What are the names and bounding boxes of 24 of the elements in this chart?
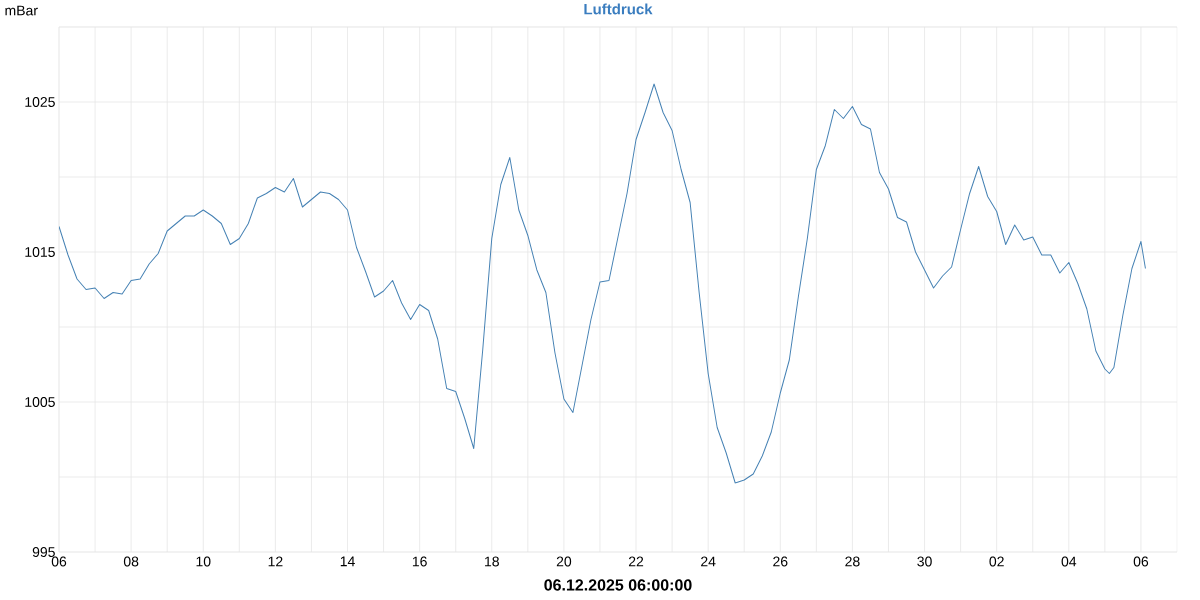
x-tick-label: 06 (1133, 556, 1149, 567)
x-tick-label: 06 (51, 556, 67, 567)
x-tick-label: 22 (628, 556, 644, 567)
x-tick-label: 24 (701, 556, 716, 567)
y-tick-label: 1025 (25, 97, 55, 107)
x-tick-label: 26 (773, 556, 788, 567)
x-tick-label: 12 (268, 556, 283, 567)
x-tick-label: 14 (340, 556, 355, 567)
x-tick-label: 18 (485, 556, 499, 567)
x-axis-title: 06.12.2025 06:00:00 (544, 579, 692, 591)
x-tick-label: 08 (123, 556, 139, 567)
x-tick-label: 04 (1061, 556, 1077, 567)
x-tick-label: 28 (845, 556, 860, 567)
x-tick-label: 20 (556, 556, 572, 567)
x-tick-label: 16 (412, 556, 427, 567)
line-series (59, 83, 1146, 484)
y-tick-label: 1005 (25, 397, 55, 407)
y-axis-title: mBar (5, 5, 38, 16)
y-tick-label: 995 (32, 547, 55, 557)
chart-title: Luftdruck (584, 3, 653, 15)
x-tick-label: 30 (917, 556, 932, 567)
x-tick-label: 02 (989, 556, 1004, 567)
y-tick-label: 1015 (25, 247, 55, 257)
x-tick-label: 10 (196, 556, 211, 567)
